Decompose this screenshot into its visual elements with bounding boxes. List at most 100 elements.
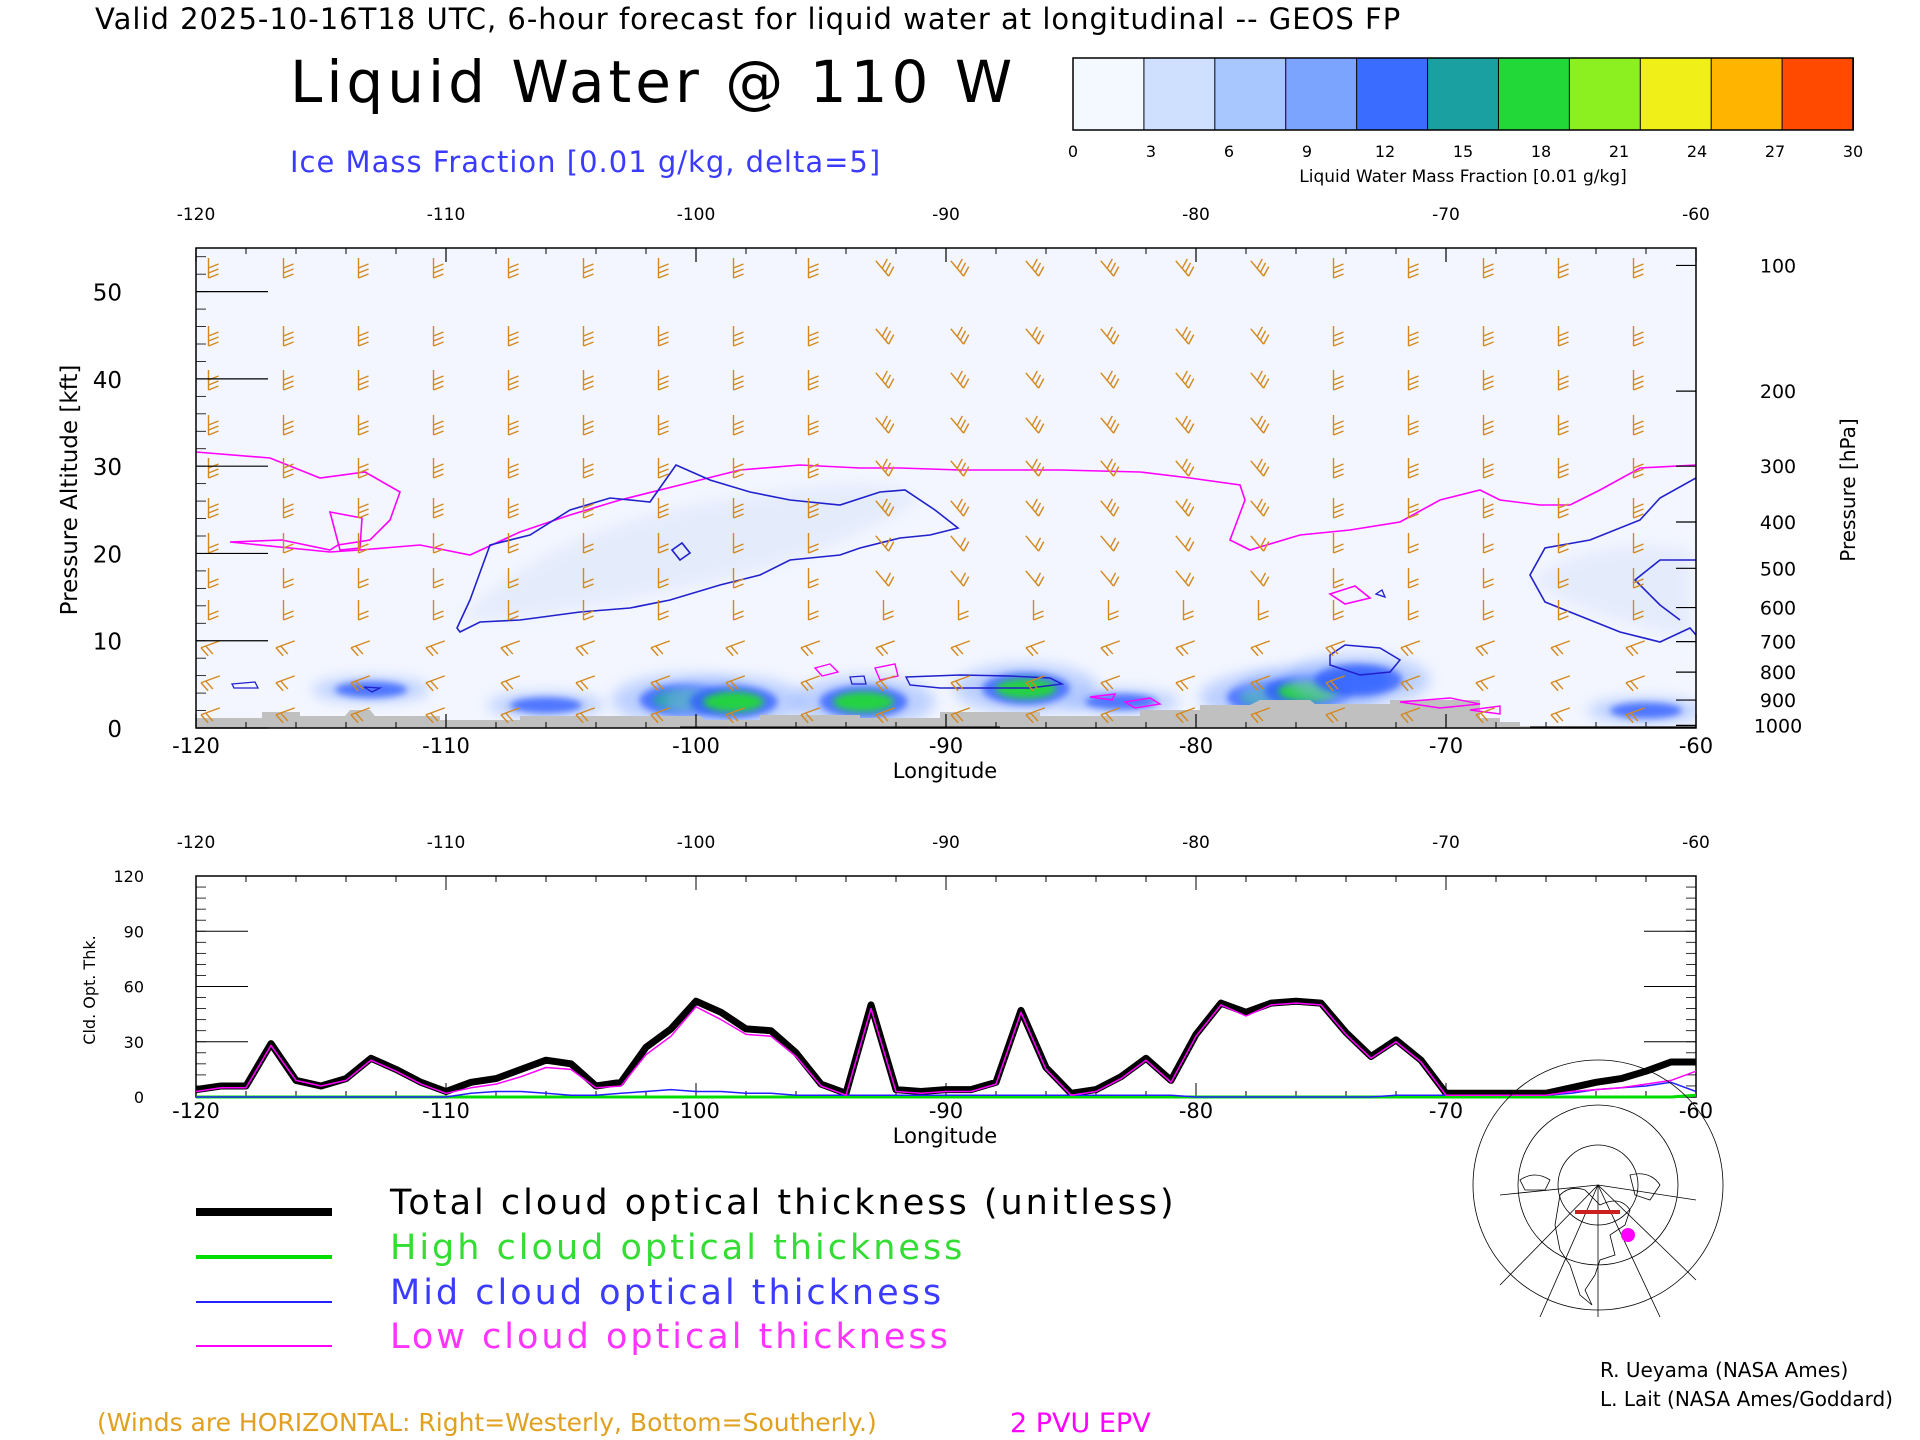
- barb-flag: [1188, 541, 1195, 552]
- barb-flag: [1330, 712, 1339, 722]
- wind-barb: [1257, 600, 1269, 621]
- wind-barb: [1632, 415, 1644, 436]
- barb-flag: [959, 572, 967, 583]
- barb-flag: [1550, 647, 1559, 657]
- wind-barb: [657, 258, 669, 279]
- barb-staff: [350, 707, 371, 716]
- wind-barb: [1100, 675, 1121, 692]
- barb-flag: [1113, 423, 1120, 434]
- barb-flag: [500, 647, 509, 657]
- barb-flag: [1259, 419, 1267, 430]
- barb-flag: [1483, 503, 1494, 509]
- barb-flag: [1558, 610, 1569, 616]
- wind-barb: [350, 640, 371, 657]
- barb-flag: [1106, 415, 1113, 426]
- barb-flag: [888, 423, 895, 434]
- wind-barb: [1100, 326, 1120, 345]
- barb-flag: [733, 615, 744, 621]
- barb-flag: [433, 548, 444, 554]
- barb-flag: [358, 336, 369, 342]
- wind-barb: [1557, 458, 1569, 479]
- barb-flag: [358, 503, 369, 509]
- barb-flag: [208, 341, 219, 347]
- wind-barb: [1482, 533, 1494, 554]
- barb-flag: [433, 273, 444, 279]
- wind-barb: [650, 675, 671, 692]
- barb-flag: [1113, 541, 1120, 552]
- cot-axes: -120 -120 -110 -110 -100 -100 -90 -90 -80 -80 -70 -…: [113, 833, 1713, 1123]
- barb-staff: [1325, 675, 1346, 684]
- barb-flag: [583, 578, 594, 584]
- colorbar-cells: [1072, 57, 1855, 131]
- barb-flag: [733, 268, 744, 274]
- wind-barb: [807, 533, 819, 554]
- barb-flag: [583, 380, 594, 386]
- wind-barb: [582, 533, 594, 554]
- barb-staff: [1475, 640, 1496, 649]
- barb-flag: [275, 714, 284, 724]
- barb-flag: [1633, 430, 1644, 436]
- barb-flag: [1184, 374, 1192, 385]
- barb-flag: [283, 425, 294, 431]
- pressure-tick-label: 500: [1760, 558, 1796, 580]
- barb-flag: [350, 682, 359, 692]
- barb-flag: [1256, 370, 1263, 381]
- wind-barb: [1175, 640, 1196, 657]
- barb-staff: [1175, 500, 1190, 517]
- barb-flag: [1483, 341, 1494, 347]
- barb-flag: [1180, 645, 1189, 655]
- barb-flag: [1109, 462, 1117, 473]
- wind-barb: [207, 533, 219, 554]
- wind-barb: [1625, 707, 1646, 724]
- barb-flag: [433, 341, 444, 347]
- barb-flag: [433, 543, 444, 549]
- wind-barb: [732, 600, 744, 621]
- barb-flag: [208, 385, 219, 391]
- barb-flag: [1333, 583, 1344, 589]
- barb-flag: [884, 572, 892, 583]
- wind-barb: [807, 568, 819, 589]
- barb-staff: [875, 500, 890, 517]
- barb-flag: [733, 610, 744, 616]
- barb-flag: [733, 385, 744, 391]
- wind-barb: [1100, 498, 1120, 517]
- barb-flag: [725, 682, 734, 692]
- barb-flag: [808, 503, 819, 509]
- barb-flag: [733, 548, 744, 554]
- barb-flag: [1030, 680, 1039, 690]
- barb-flag: [733, 473, 744, 479]
- barb-flag: [1483, 385, 1494, 391]
- barb-staff: [1250, 417, 1265, 434]
- wind-barb: [807, 326, 819, 347]
- barb-flag: [1256, 498, 1263, 509]
- wind-barb: [1332, 533, 1344, 554]
- barb-flag: [1630, 645, 1639, 655]
- wind-barb: [357, 568, 369, 589]
- barb-flag: [1175, 682, 1184, 692]
- barb-flag: [283, 615, 294, 621]
- barb-staff: [1550, 707, 1571, 716]
- barb-flag: [433, 336, 444, 342]
- barb-flag: [1184, 419, 1192, 430]
- barb-flag: [888, 541, 895, 552]
- wind-barb: [1182, 600, 1194, 621]
- barb-flag: [1109, 502, 1117, 513]
- barb-staff: [1025, 707, 1046, 716]
- barb-flag: [808, 543, 819, 549]
- wind-barb: [1557, 326, 1569, 347]
- barb-flag: [1333, 331, 1344, 337]
- barb-flag: [583, 543, 594, 549]
- wind-barb: [1407, 258, 1419, 279]
- x-tick-label: -80: [1179, 734, 1213, 758]
- barb-flag: [808, 380, 819, 386]
- wind-barb: [1025, 498, 1045, 517]
- barb-flag: [205, 712, 214, 722]
- colorbar-cell: [1639, 57, 1713, 131]
- barb-flag: [583, 341, 594, 347]
- barb-flag: [658, 268, 669, 274]
- barb-flag: [358, 380, 369, 386]
- barb-flag: [1325, 714, 1334, 724]
- barb-flag: [1034, 374, 1042, 385]
- barb-staff: [875, 535, 890, 552]
